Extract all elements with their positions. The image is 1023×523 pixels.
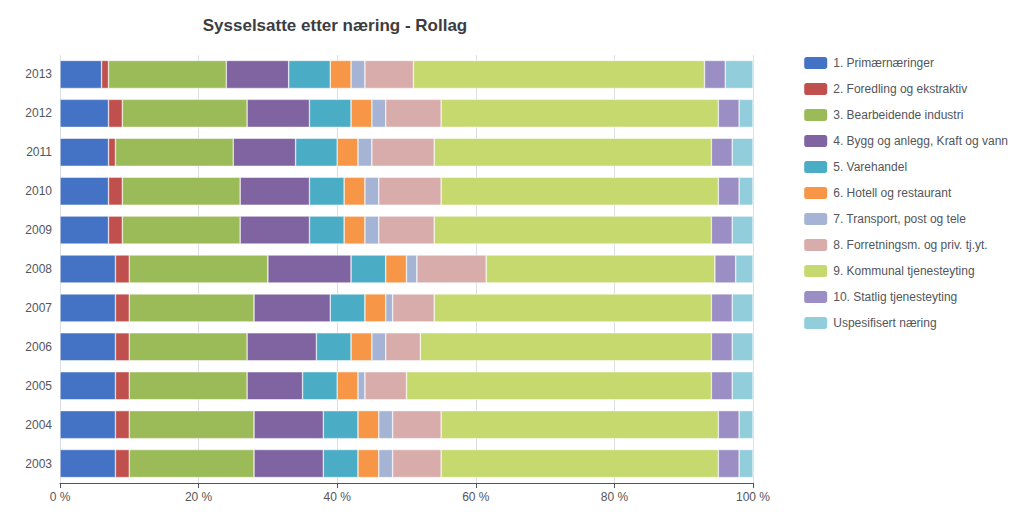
svg-text:7. Transport, post og tele: 7. Transport, post og tele <box>833 212 966 226</box>
svg-text:100 %: 100 % <box>736 490 770 504</box>
svg-text:0 %: 0 % <box>50 490 71 504</box>
svg-text:2011: 2011 <box>26 145 52 159</box>
svg-text:10. Statlig tjenesteyting: 10. Statlig tjenesteyting <box>833 290 957 304</box>
svg-text:2003: 2003 <box>25 457 52 471</box>
svg-text:Uspesifisert næring: Uspesifisert næring <box>833 316 936 330</box>
svg-text:2009: 2009 <box>25 223 52 237</box>
svg-text:2007: 2007 <box>25 301 52 315</box>
svg-text:40 %: 40 % <box>324 490 352 504</box>
svg-text:2. Foredling og ekstraktiv: 2. Foredling og ekstraktiv <box>833 82 967 96</box>
svg-text:4. Bygg og anlegg, Kraft og va: 4. Bygg og anlegg, Kraft og vann <box>833 134 1008 148</box>
svg-text:2004: 2004 <box>25 418 52 432</box>
svg-text:9. Kommunal tjenesteyting: 9. Kommunal tjenesteyting <box>833 264 974 278</box>
svg-text:80 %: 80 % <box>601 490 629 504</box>
svg-text:2006: 2006 <box>25 340 52 354</box>
svg-text:1. Primærnæringer: 1. Primærnæringer <box>833 56 934 70</box>
svg-text:2010: 2010 <box>25 184 52 198</box>
svg-text:5. Varehandel: 5. Varehandel <box>833 160 907 174</box>
svg-text:20 %: 20 % <box>185 490 213 504</box>
svg-text:60 %: 60 % <box>462 490 490 504</box>
svg-text:Sysselsatte etter næring - Rol: Sysselsatte etter næring - Rollag <box>203 16 468 35</box>
svg-text:2013: 2013 <box>25 67 52 81</box>
svg-text:6. Hotell og restaurant: 6. Hotell og restaurant <box>833 186 952 200</box>
svg-text:2005: 2005 <box>25 379 52 393</box>
svg-text:2008: 2008 <box>25 262 52 276</box>
svg-text:8. Forretningsm. og priv. tj.y: 8. Forretningsm. og priv. tj.yt. <box>833 238 988 252</box>
svg-text:3. Bearbeidende industri: 3. Bearbeidende industri <box>833 108 963 122</box>
svg-text:2012: 2012 <box>25 106 52 120</box>
